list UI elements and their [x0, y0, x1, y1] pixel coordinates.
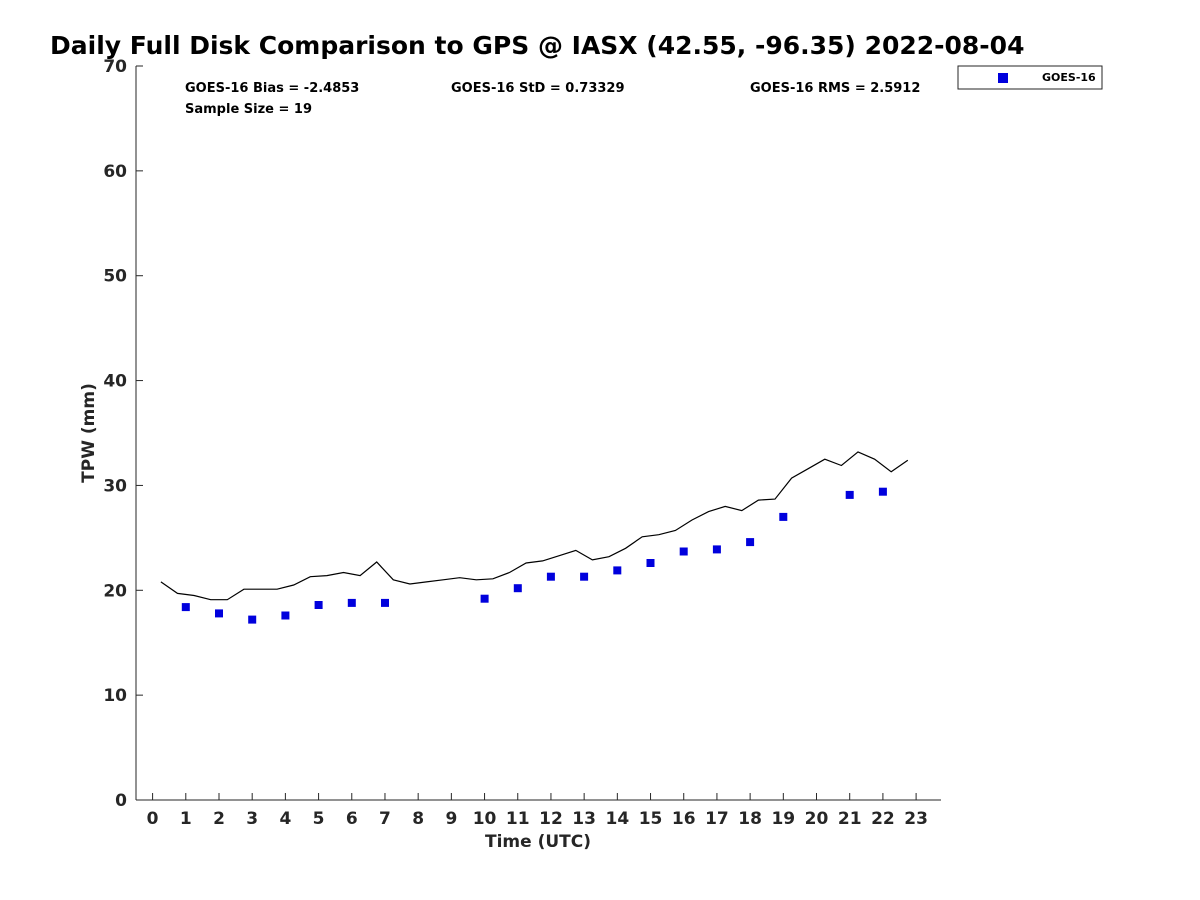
x-tick-label: 0 [147, 809, 159, 829]
x-tick-label: 5 [313, 809, 325, 829]
goes16-data-point [513, 584, 522, 593]
goes16-data-point [779, 512, 788, 521]
goes16-data-point [314, 601, 323, 609]
x-tick-label: 9 [445, 809, 457, 829]
goes16-data-point [248, 615, 257, 624]
x-tick-label: 20 [805, 809, 829, 829]
y-tick-label: 10 [103, 686, 127, 706]
y-tick-label: 0 [115, 791, 127, 811]
goes16-data-point [646, 559, 655, 567]
sample-size-stat: Sample Size = 19 [185, 102, 312, 117]
legend: GOES-16 [957, 65, 1103, 90]
legend-box [957, 65, 1103, 90]
goes16-data-point [580, 572, 589, 581]
x-axis-ticks: 0 1 2 3 4 5 6 7 8 9 10 11 12 13 14 15 16 17 18 19 20 21 22 23 [147, 793, 928, 829]
x-tick-label: 19 [771, 809, 795, 829]
y-tick-label: 40 [103, 372, 127, 392]
chart-title: Daily Full Disk Comparison to GPS @ IASX… [50, 31, 1024, 60]
x-tick-label: 10 [473, 809, 497, 829]
x-tick-label: 11 [506, 809, 530, 829]
x-tick-label: 15 [639, 809, 663, 829]
goes16-data-point [546, 572, 555, 581]
goes16-data-point [613, 566, 622, 575]
x-tick-label: 1 [180, 809, 192, 829]
y-tick-label: 50 [103, 267, 127, 287]
goes16-data-point [845, 490, 854, 499]
x-tick-label: 8 [412, 809, 424, 829]
y-tick-label: 70 [103, 57, 127, 77]
std-stat: GOES-16 StD = 0.73329 [451, 81, 625, 96]
x-tick-label: 17 [705, 809, 729, 829]
y-tick-label: 30 [103, 476, 127, 496]
goes16-data-point [281, 611, 290, 620]
x-tick-label: 14 [606, 809, 630, 829]
y-axis-ticks: 0 10 20 30 40 50 60 70 [103, 57, 143, 811]
goes16-data-point [347, 598, 356, 607]
goes16-data-point [679, 547, 688, 556]
x-tick-label: 21 [838, 809, 862, 829]
x-tick-label: 12 [539, 809, 563, 829]
goes16-data-point [381, 598, 389, 607]
x-tick-label: 7 [379, 809, 391, 829]
goes16-data-point [181, 603, 190, 612]
goes16-data-point [746, 538, 755, 547]
x-tick-label: 13 [572, 809, 596, 829]
x-tick-label: 6 [346, 809, 358, 829]
goes16-data-point [480, 594, 489, 603]
bias-stat: GOES-16 Bias = -2.4853 [185, 81, 359, 96]
x-tick-label: 4 [279, 809, 291, 829]
x-tick-label: 22 [871, 809, 895, 829]
y-axis-label: TPW (mm) [79, 383, 99, 483]
goes16-markers [181, 487, 887, 624]
rms-stat: GOES-16 RMS = 2.5912 [750, 81, 920, 96]
goes16-data-point [712, 545, 721, 554]
legend-entry-goes16: GOES-16 [1042, 71, 1096, 84]
x-tick-label: 16 [672, 809, 696, 829]
goes16-data-point [215, 609, 223, 618]
x-axis-label: Time (UTC) [485, 832, 591, 852]
x-tick-label: 23 [904, 809, 928, 829]
x-tick-label: 2 [213, 809, 225, 829]
x-tick-label: 3 [246, 809, 258, 829]
legend-marker-icon [998, 73, 1008, 83]
gps-reference-line [160, 451, 909, 601]
y-tick-label: 20 [103, 581, 127, 601]
y-tick-label: 60 [103, 162, 127, 182]
x-tick-label: 18 [738, 809, 762, 829]
goes16-data-point [878, 487, 887, 496]
